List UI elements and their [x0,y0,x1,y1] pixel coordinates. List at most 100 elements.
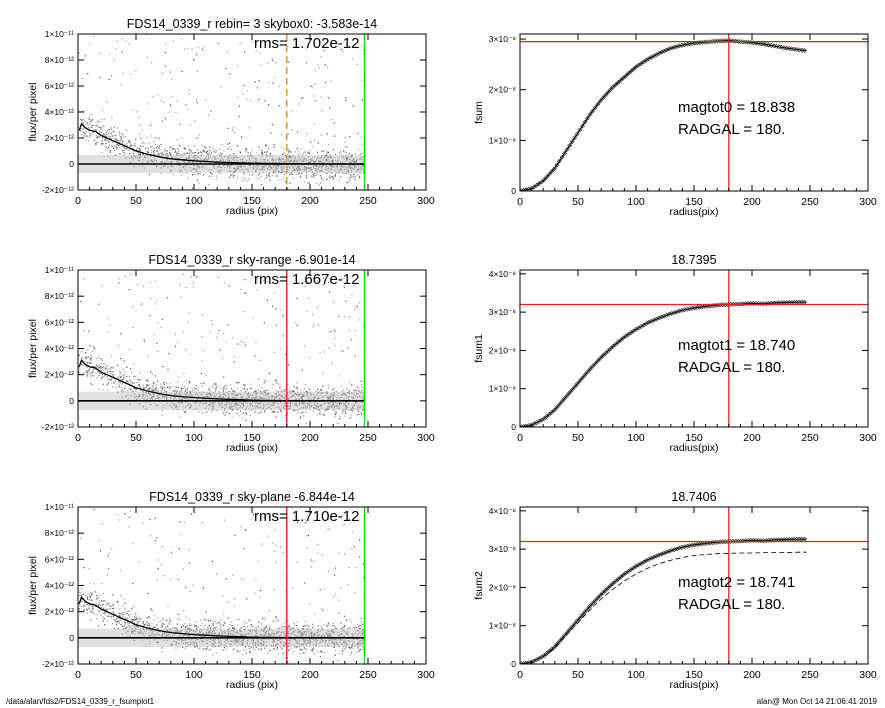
curve-point [666,46,672,52]
scatter-point [304,285,306,287]
scatter-point [254,41,256,43]
scatter-point [96,129,98,131]
scatter-point [309,395,311,397]
scatter-point [268,395,270,398]
scatter-point [137,152,139,154]
scatter-point [263,322,265,324]
scatter-point [83,605,85,607]
scatter-point [331,156,333,158]
scatter-point [272,410,274,413]
scatter-point [322,179,324,182]
scatter-point [97,125,99,127]
scatter-point [288,407,290,410]
scatter-point [78,371,80,373]
scatter-point [279,408,281,410]
scatter-point [277,383,280,385]
scatter-point [313,653,315,655]
scatter-point [258,178,260,180]
scatter-point [342,524,344,526]
scatter-point [119,139,121,142]
scatter-point [113,382,115,384]
scatter-point [237,160,239,162]
x-tick-label: 250 [801,196,819,208]
scatter-point [217,402,220,404]
scatter-point [142,406,144,408]
scatter-point [188,152,190,154]
scatter-point [131,371,133,373]
scatter-point [152,96,154,98]
scatter-point [296,159,298,161]
scatter-point [248,408,250,410]
scatter-point [297,393,299,396]
scatter-point [273,640,275,642]
scatter-point [263,640,265,643]
scatter-point [246,149,248,151]
scatter-point [169,630,172,633]
scatter-point [322,159,324,161]
scatter-point [321,170,323,172]
scatter-point [225,68,227,70]
scatter-point [334,593,337,595]
scatter-point [343,389,345,391]
scatter-point [140,137,142,139]
scatter-point [181,155,183,157]
scatter-point [88,330,90,332]
scatter-point [258,395,260,398]
scatter-point [333,405,335,407]
scatter-point [108,382,110,384]
scatter-point [174,150,177,152]
scatter-point [175,647,177,649]
scatter-point [345,412,347,414]
scatter-point [347,397,349,399]
scatter-point [95,366,97,368]
scatter-point [354,391,356,393]
scatter-point [123,374,125,376]
scatter-point [193,58,195,60]
scatter-point [183,161,186,163]
scatter-point [169,105,172,107]
scatter-point [161,414,163,416]
scatter-point [274,77,276,79]
scatter-point [160,167,162,169]
scatter-point [157,150,159,152]
scatter-point [192,641,194,643]
scatter-point [166,393,168,395]
scatter-point [147,151,149,153]
scatter-point [355,402,357,404]
scatter-point [120,386,122,389]
scatter-point [220,630,222,632]
scatter-point [233,648,235,650]
scatter-point [175,157,177,159]
scatter-point [163,153,165,156]
scatter-point [243,173,245,175]
scatter-point [187,643,189,646]
scatter-point [153,633,155,635]
scatter-point [215,397,217,399]
scatter-point [274,292,276,294]
scatter-point [344,615,346,617]
scatter-point [334,414,336,416]
curve-point [608,87,613,93]
scatter-point [106,602,108,604]
scatter-point [247,393,249,395]
scatter-point [293,395,295,397]
scatter-point [195,54,197,56]
scatter-point [336,165,338,167]
scatter-point [174,393,176,396]
scatter-point [152,386,155,388]
scatter-point [288,649,290,652]
scatter-point [331,389,334,391]
scatter-point [273,644,275,646]
scatter-point [82,122,84,124]
scatter-point [349,45,351,47]
scatter-point [299,411,301,413]
scatter-point [298,643,300,645]
scatter-point [351,392,353,394]
scatter-point [98,23,99,24]
scatter-point [190,158,192,161]
scatter-point [362,394,364,396]
scatter-point [265,145,267,147]
scatter-point [220,169,222,171]
scatter-point [349,136,351,138]
scatter-point [299,416,301,418]
